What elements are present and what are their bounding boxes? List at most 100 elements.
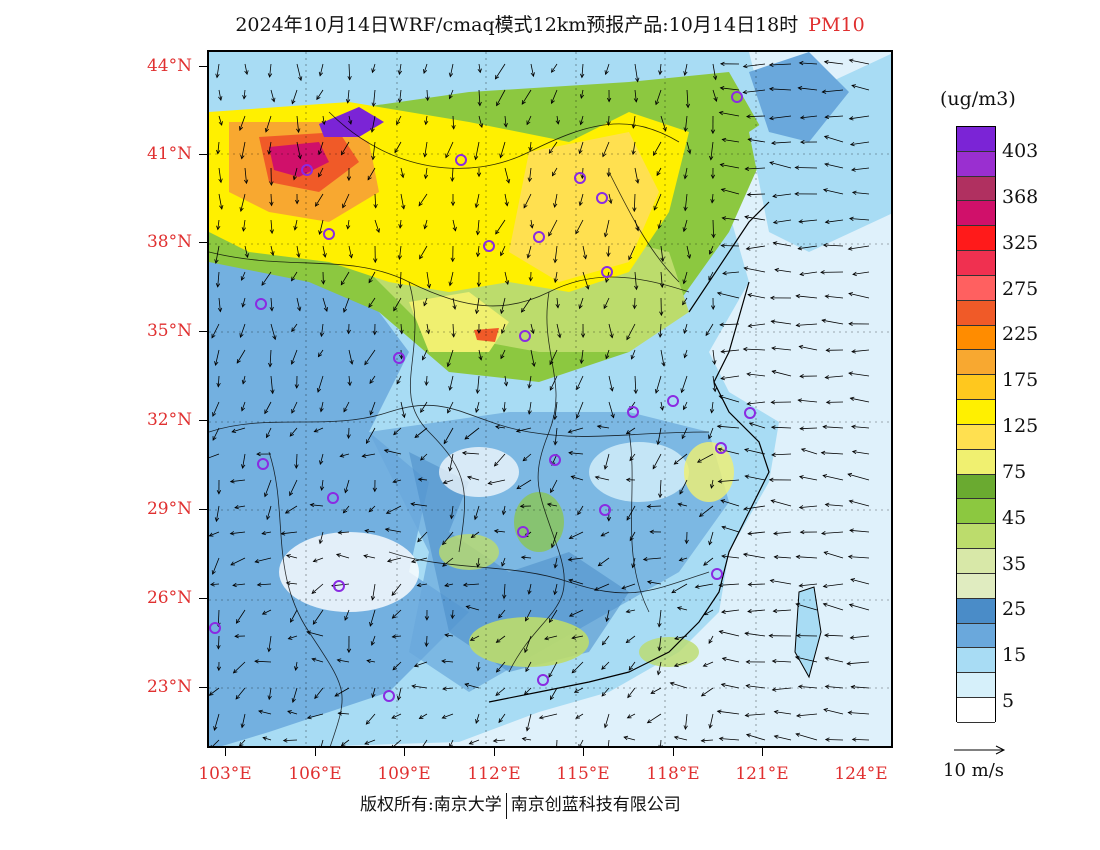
- wind-vector: [772, 370, 792, 377]
- legend-label: 5: [1002, 690, 1015, 713]
- wind-vector-head: [771, 140, 776, 146]
- wind-vector: [634, 297, 636, 309]
- wind-vector: [708, 427, 714, 439]
- wind-vector: [210, 583, 220, 585]
- wind-vector-head: [570, 475, 576, 480]
- wind-vector-head: [396, 379, 401, 385]
- wind-vector-head: [346, 224, 351, 230]
- wind-vector: [501, 557, 506, 567]
- wind-vector-head: [448, 72, 454, 78]
- wind-vector-head: [683, 206, 688, 212]
- wind-vector-head: [700, 692, 706, 697]
- wind-vector-head: [677, 502, 683, 507]
- wind-vector: [442, 713, 454, 719]
- wind-vector-head: [576, 385, 581, 391]
- wind-vector-head: [720, 682, 726, 688]
- wind-vector-head: [280, 531, 286, 536]
- wind-vector: [233, 661, 246, 674]
- wind-vector-head: [212, 436, 217, 441]
- wind-vector-head: [633, 389, 638, 395]
- wind-vector-head: [520, 555, 526, 560]
- wind-vector-head: [474, 155, 479, 161]
- wind-vector: [721, 526, 740, 533]
- wind-vector: [391, 713, 402, 719]
- wind-vector-head: [448, 281, 453, 287]
- wind-vector-head: [241, 227, 247, 232]
- wind-vector: [217, 219, 220, 230]
- wind-vector-head: [568, 535, 574, 539]
- wind-vector-head: [474, 203, 480, 209]
- wind-vector: [367, 660, 376, 663]
- wind-vector: [372, 687, 376, 698]
- wind-vector-head: [417, 537, 422, 543]
- wind-vector: [296, 63, 302, 81]
- wind-vector-head: [466, 475, 472, 480]
- wind-vector-head: [216, 382, 221, 388]
- wind-vector-head: [318, 230, 323, 236]
- wind-vector-head: [635, 179, 640, 184]
- wind-vector-head: [571, 668, 577, 674]
- wind-vector-head: [851, 424, 856, 429]
- wind-vector-head: [368, 507, 374, 513]
- wind-vector-head: [312, 558, 318, 563]
- wind-vector-head: [393, 430, 398, 436]
- legend-unit: (ug/m3): [940, 88, 1016, 110]
- wind-vector-head: [213, 726, 218, 731]
- wind-vector-head: [296, 128, 301, 134]
- wind-vector: [478, 115, 483, 128]
- wind-vector-head: [345, 99, 351, 104]
- wind-vector: [337, 659, 350, 663]
- wind-vector-head: [449, 514, 454, 520]
- wind-vector-head: [530, 329, 535, 335]
- wind-vector: [711, 479, 714, 489]
- wind-vector-head: [770, 425, 776, 430]
- wind-vector: [442, 557, 454, 567]
- wind-vector: [601, 661, 610, 670]
- lon-label-121: 121°E: [735, 764, 789, 784]
- wind-vector-head: [424, 616, 430, 621]
- wind-vector-head: [606, 121, 611, 126]
- wind-vector-head: [503, 123, 508, 128]
- wind-vector: [264, 401, 272, 414]
- wind-vector: [269, 349, 272, 367]
- wind-vector-head: [746, 114, 751, 119]
- wind-vector-head: [799, 271, 805, 277]
- wind-vector: [445, 634, 454, 637]
- wind-vector: [525, 661, 532, 672]
- wind-vector: [530, 323, 534, 334]
- wind-vector: [769, 115, 792, 119]
- wind-vector: [674, 661, 688, 667]
- wind-vector: [719, 112, 740, 117]
- wind-vector: [283, 739, 298, 741]
- wind-vector-head: [747, 531, 753, 536]
- wind-vector-head: [270, 389, 275, 395]
- legend-label: 25: [1002, 598, 1027, 621]
- wind-vector-head: [710, 198, 715, 204]
- wind-vector-head: [720, 349, 726, 354]
- wind-vector: [392, 661, 402, 671]
- wind-vector-head: [772, 219, 778, 225]
- wind-vector: [825, 504, 844, 507]
- wind-vector-head: [629, 536, 634, 542]
- wind-vector: [344, 479, 350, 493]
- wind-vector-head: [530, 72, 535, 78]
- wind-vector: [678, 503, 688, 507]
- wind-vector: [240, 193, 246, 212]
- wind-vector-head: [340, 150, 346, 156]
- wind-vector: [411, 503, 428, 507]
- wind-vector-head: [266, 515, 271, 521]
- wind-vector-head: [239, 742, 244, 746]
- wind-vector: [348, 115, 352, 125]
- wind-vector-head: [800, 448, 806, 453]
- wind-vector: [230, 531, 246, 535]
- wind-vector: [822, 89, 844, 93]
- wind-vector: [572, 635, 584, 639]
- wind-vector: [647, 581, 662, 585]
- wind-vector-head: [646, 504, 652, 509]
- wind-vector-head: [269, 229, 274, 235]
- wind-vector-head: [346, 648, 352, 654]
- wind-vector-head: [289, 432, 295, 437]
- wind-vector: [658, 635, 662, 651]
- wind-vector-head: [720, 243, 726, 248]
- wind-vector: [821, 452, 844, 455]
